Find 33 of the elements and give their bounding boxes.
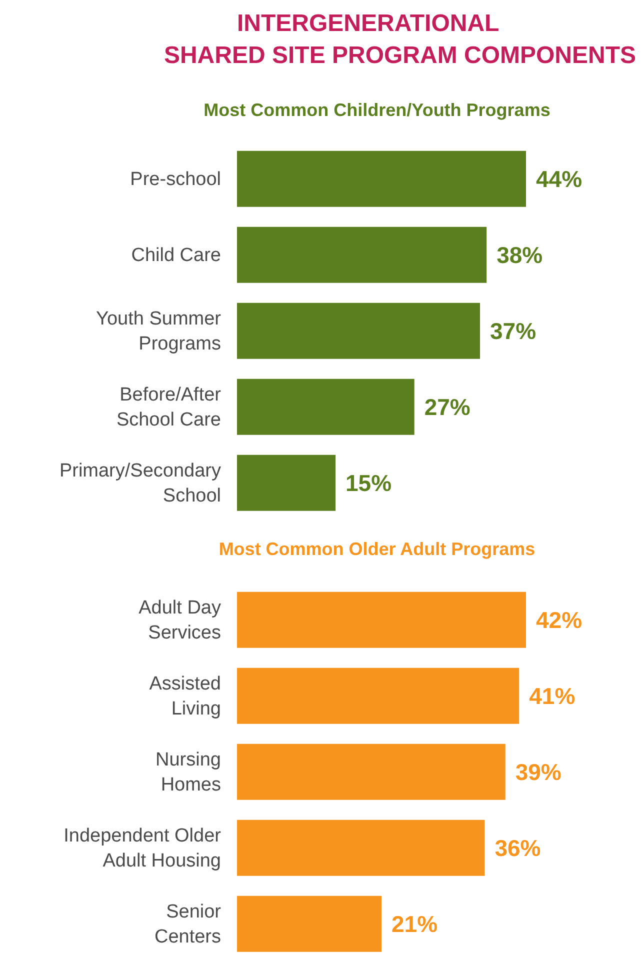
bar: [237, 820, 485, 876]
data-label: 39%: [515, 759, 562, 786]
data-label: 41%: [529, 683, 576, 710]
data-label: 27%: [424, 394, 470, 420]
bar: [237, 896, 382, 952]
y-tick-label: Youth Summer Programs: [96, 308, 222, 354]
chart-subtitle: Most Common Children/Youth Programs: [202, 100, 552, 121]
data-label: 44%: [536, 166, 582, 192]
chart-title: Most Common Older Adult Programs: [218, 539, 536, 560]
bar: [237, 302, 480, 359]
y-tick-label: Assisted Living: [149, 674, 221, 720]
data-label: 15%: [346, 470, 392, 496]
bar: [237, 454, 336, 511]
y-tick-label: Child Care: [131, 245, 221, 266]
chart-title: INTERGENERATIONAL SHARED SITE PROGRAM COMPONENTS: [162, 9, 636, 71]
data-label: 38%: [496, 242, 543, 268]
y-tick-label: Pre-school: [130, 169, 221, 190]
y-tick-label: Adult Day Services: [138, 598, 222, 644]
bar: [237, 378, 414, 435]
y-tick-label: Primary/Secondary School: [59, 460, 222, 506]
data-label: 36%: [494, 835, 541, 862]
data-label: 21%: [392, 911, 438, 938]
bar: [237, 226, 487, 283]
data-label: 37%: [490, 318, 536, 344]
data-label: 42%: [536, 607, 582, 634]
y-tick-label: Before/After School Care: [116, 384, 222, 430]
y-tick-label: Senior Centers: [154, 902, 222, 948]
bar: [237, 668, 520, 724]
y-tick-label: Nursing Homes: [156, 750, 221, 796]
bar: [237, 150, 526, 207]
bar: [237, 744, 506, 800]
bar: [237, 592, 526, 648]
y-tick-label: Independent Older Adult Housing: [64, 826, 222, 872]
